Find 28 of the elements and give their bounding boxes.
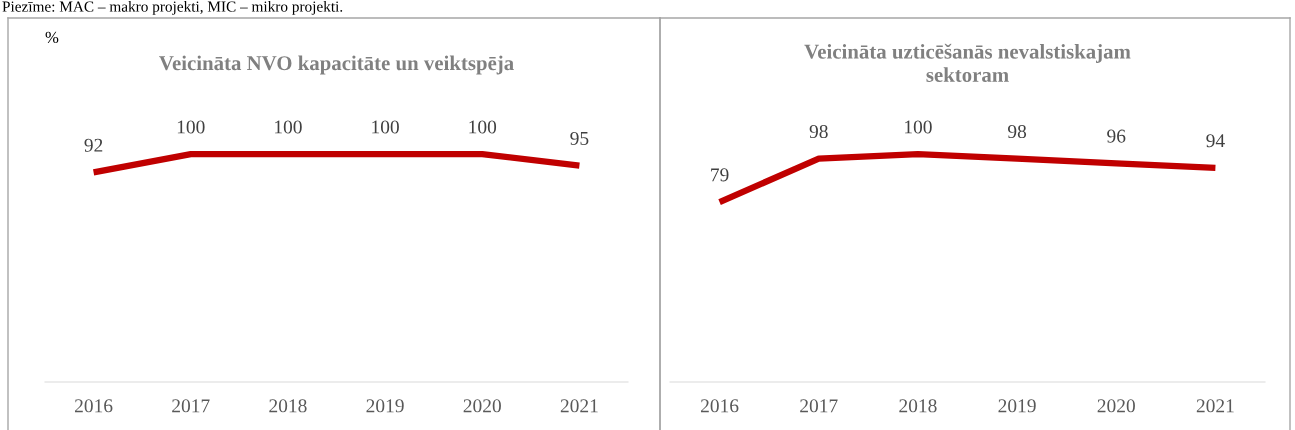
data-label: 98 bbox=[1007, 124, 1027, 139]
x-tick-label: 2016 bbox=[700, 399, 739, 413]
data-label: 100 bbox=[905, 120, 932, 134]
data-label: 100 bbox=[275, 120, 302, 134]
data-label: 92 bbox=[84, 138, 103, 152]
x-tick-label: 2018 bbox=[899, 399, 937, 413]
data-label: 79 bbox=[711, 168, 729, 182]
x-tick-label: 2020 bbox=[463, 399, 501, 413]
x-tick-label: 2019 bbox=[366, 399, 404, 413]
data-label: 95 bbox=[570, 131, 589, 145]
x-tick-label: 2017 bbox=[800, 399, 838, 413]
chart-title: Veicināta uzticēšanās nevalstiskajam sektoram bbox=[804, 43, 1131, 82]
data-label: 96 bbox=[1107, 129, 1126, 143]
x-tick-label: 2021 bbox=[560, 399, 598, 413]
x-tick-label: 2020 bbox=[1097, 399, 1135, 413]
x-tick-label: 2017 bbox=[172, 399, 210, 413]
x-tick-label: 2019 bbox=[998, 399, 1036, 413]
x-tick-label: 2018 bbox=[269, 399, 307, 413]
chart-title: Veicināta NVO kapacitāte un veiktspēja bbox=[159, 55, 514, 75]
text: Piezīme: MAC – makro projekti, MIC – mikro projekti. bbox=[2, 1, 343, 15]
data-label: 100 bbox=[372, 120, 399, 134]
x-tick-label: 2016 bbox=[74, 399, 113, 413]
data-label: 98 bbox=[809, 124, 828, 139]
data-label: 94 bbox=[1206, 134, 1225, 148]
data-label: 100 bbox=[177, 120, 205, 134]
data-label: 100 bbox=[469, 120, 497, 134]
y-axis-title: % bbox=[45, 31, 59, 44]
x-tick-label: 2021 bbox=[1196, 399, 1234, 413]
